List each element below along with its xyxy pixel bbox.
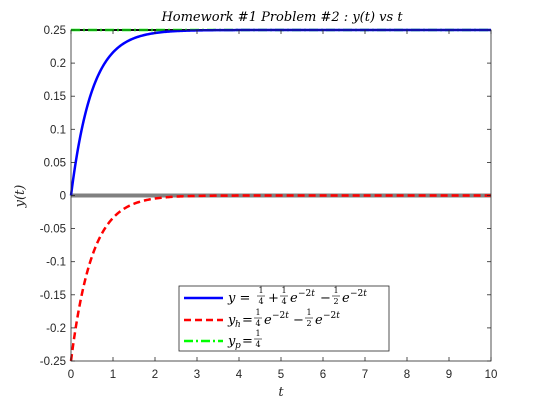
svg-text:1: 1 (255, 329, 260, 338)
y-tick-label: -0.15 (40, 290, 66, 302)
x-tick-label: 7 (362, 369, 368, 381)
x-tick-label: 0 (68, 369, 74, 381)
x-tick-label: 5 (278, 369, 284, 381)
svg-text:y =: y = (227, 291, 250, 306)
svg-text:+: + (268, 291, 279, 306)
svg-text:−2t: −2t (272, 311, 289, 321)
svg-text:=: = (242, 313, 253, 328)
svg-text:1: 1 (281, 286, 286, 295)
y-tick-label: 0.05 (44, 157, 66, 169)
x-tick-label: 10 (485, 369, 498, 381)
x-tick-label: 9 (446, 369, 452, 381)
svg-text:1: 1 (255, 308, 260, 317)
svg-text:2: 2 (306, 319, 311, 328)
x-tick-label: 3 (194, 369, 200, 381)
y-tick-label: 0.2 (50, 58, 66, 70)
y-tick-label: 0 (60, 191, 66, 203)
svg-text:e: e (315, 313, 323, 328)
svg-text:−2t: −2t (298, 289, 315, 299)
y-axis-label: y(t) (13, 185, 28, 209)
svg-text:h: h (235, 320, 241, 330)
svg-text:1: 1 (333, 286, 338, 295)
svg-text:e: e (290, 291, 298, 306)
svg-text:p: p (235, 341, 241, 351)
svg-text:−: − (320, 291, 331, 306)
y-tick-label: -0.2 (46, 323, 66, 335)
svg-text:−2t: −2t (323, 311, 340, 321)
x-tick-label: 6 (320, 369, 326, 381)
svg-text:e: e (342, 291, 350, 306)
x-tick-label: 2 (152, 369, 158, 381)
y-tick-label: 0.1 (50, 124, 66, 136)
svg-text:4: 4 (258, 297, 263, 306)
svg-text:−2t: −2t (350, 289, 367, 299)
svg-text:−: − (293, 313, 304, 328)
svg-text:=: = (242, 334, 253, 349)
x-tick-label: 8 (404, 369, 410, 381)
y-tick-label: -0.1 (46, 257, 66, 269)
svg-text:1: 1 (258, 286, 263, 295)
x-axis-label: t (278, 385, 284, 400)
svg-text:4: 4 (255, 340, 260, 349)
y-tick-label: -0.25 (40, 356, 66, 368)
y-tick-label: -0.05 (40, 224, 66, 236)
y-tick-label: 0.25 (44, 25, 66, 37)
svg-text:1: 1 (306, 308, 311, 317)
svg-text:e: e (264, 313, 272, 328)
svg-text:4: 4 (281, 297, 286, 306)
chart-title: Homework #1 Problem #2 : y(t) vs t (160, 10, 403, 25)
x-tick-label: 1 (110, 369, 116, 381)
svg-text:4: 4 (255, 319, 260, 328)
x-tick-label: 4 (236, 369, 243, 381)
svg-text:2: 2 (333, 297, 338, 306)
y-tick-label: 0.15 (44, 91, 66, 103)
legend: y = 1 4 + 1 4 e −2t − 1 2 e −2t y h = 1 … (179, 286, 389, 351)
